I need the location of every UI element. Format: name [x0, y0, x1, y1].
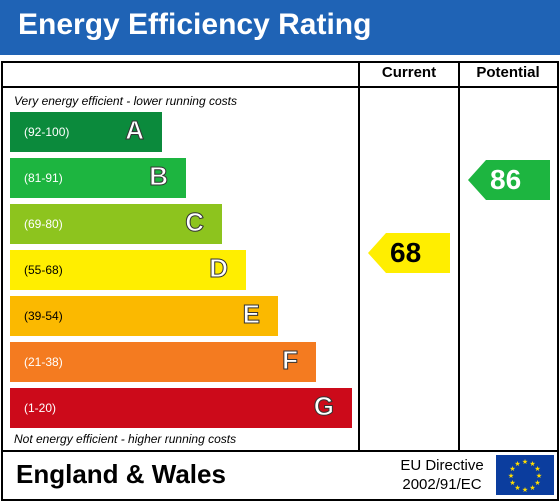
eu-directive: EU Directive 2002/91/EC — [388, 456, 496, 494]
band-b: (81-91) B — [10, 158, 186, 198]
band-a-letter: A — [125, 115, 145, 146]
svg-text:★: ★ — [514, 460, 520, 468]
band-e: (39-54) E — [10, 296, 278, 336]
current-arrow-shape — [368, 233, 450, 273]
potential-arrow-shape — [468, 160, 550, 200]
header-bar: Energy Efficiency Rating — [0, 0, 560, 55]
band-f: (21-38) F — [10, 342, 316, 382]
band-g: (1-20) G — [10, 388, 352, 428]
svg-text:★: ★ — [509, 479, 515, 487]
band-c: (69-80) C — [10, 204, 222, 244]
directive-line-1: EU Directive — [400, 457, 484, 474]
region-label: England & Wales — [16, 459, 226, 489]
band-f-range: (21-38) — [24, 355, 63, 369]
band-g-letter: G — [313, 391, 334, 422]
band-d-range: (55-68) — [24, 263, 63, 277]
footer-divider — [1, 450, 559, 452]
column-header-potential: Potential — [476, 64, 540, 81]
band-g-range: (1-20) — [24, 401, 57, 415]
column-divider-current — [358, 61, 360, 451]
eu-flag-stars: ★ ★ ★ ★ ★ ★ ★ ★ ★ ★ ★ ★ — [508, 458, 542, 494]
band-d: (55-68) D — [10, 250, 246, 290]
svg-text:★: ★ — [534, 465, 540, 473]
svg-text:★: ★ — [529, 460, 535, 468]
band-c-range: (69-80) — [24, 217, 63, 231]
column-divider-potential — [458, 61, 460, 451]
current-rating-value: 68 — [390, 237, 422, 268]
svg-text:★: ★ — [534, 479, 540, 487]
band-e-letter: E — [242, 299, 260, 330]
note-inefficient: Not energy efficient - higher running co… — [14, 432, 237, 446]
page-title: Energy Efficiency Rating — [18, 8, 372, 41]
note-efficient: Very energy efficient - lower running co… — [14, 94, 237, 108]
svg-text:★: ★ — [508, 472, 514, 480]
svg-text:★: ★ — [509, 465, 515, 473]
svg-text:★: ★ — [522, 486, 528, 494]
eu-flag-icon: ★ ★ ★ ★ ★ ★ ★ ★ ★ ★ ★ ★ — [496, 455, 554, 495]
band-f-letter: F — [282, 345, 299, 376]
band-c-letter: C — [185, 207, 205, 238]
svg-text:★: ★ — [536, 472, 542, 480]
current-rating-arrow: 68 — [368, 233, 450, 273]
band-e-range: (39-54) — [24, 309, 63, 323]
band-a-range: (92-100) — [24, 125, 70, 139]
band-d-letter: D — [209, 253, 229, 284]
potential-rating-arrow: 86 — [468, 160, 550, 200]
band-a: (92-100) A — [10, 112, 162, 152]
column-header-current: Current — [381, 64, 437, 81]
svg-text:★: ★ — [529, 484, 535, 492]
directive-line-2: 2002/91/EC — [402, 476, 482, 493]
band-b-letter: B — [149, 161, 169, 192]
potential-rating-value: 86 — [490, 164, 522, 195]
band-b-range: (81-91) — [24, 171, 63, 185]
header-row-divider — [1, 86, 559, 88]
svg-text:★: ★ — [514, 484, 520, 492]
svg-text:★: ★ — [522, 458, 528, 466]
